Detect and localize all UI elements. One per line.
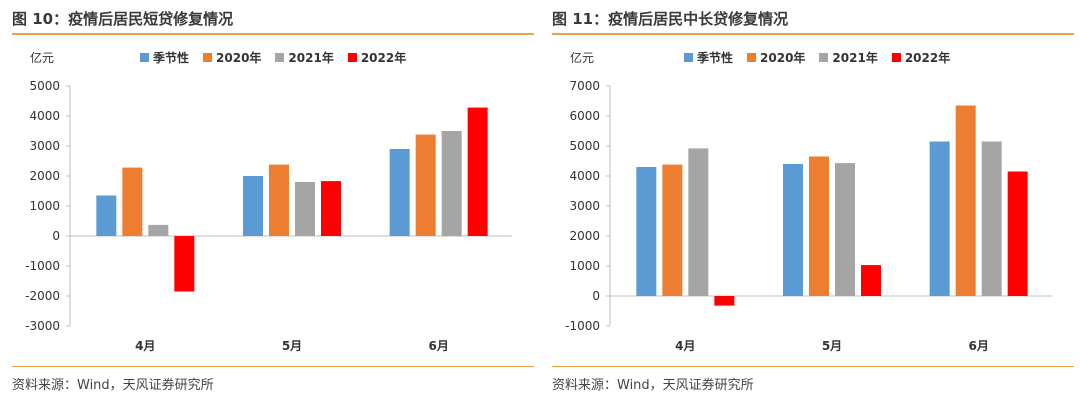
bar	[174, 236, 195, 292]
y-tick-label: -1000	[25, 259, 60, 273]
y-tick-label: 3000	[29, 139, 60, 153]
source-note: 资料来源：Wind，天风证券研究所	[552, 378, 754, 393]
legend-swatch	[140, 53, 149, 62]
legend-swatch	[747, 53, 757, 62]
figure-title: 图 10：疫情后居民短贷修复情况	[12, 10, 234, 28]
y-tick-label: 4000	[29, 109, 60, 123]
legend-swatch	[203, 53, 213, 62]
bar-chart-short-loans: -3000 -2000 -1000 0 1000 2000 3000 4000 5000 4月 5月…	[25, 79, 512, 353]
bar-chart-long-loans: -1000 0 1000 2000 3000 4000 5000 6000 7000 4月 5月 6月	[565, 79, 1052, 353]
bar	[929, 141, 950, 296]
legend-item-2022: 2022年	[347, 49, 407, 66]
y-axis-unit: 亿元	[570, 51, 595, 65]
bar	[467, 107, 488, 236]
legend-item-seasonal: 季节性	[684, 49, 733, 66]
bar	[389, 149, 410, 236]
x-category-label: 4月	[135, 339, 155, 353]
bar	[835, 163, 855, 296]
y-tick-label: -1000	[565, 319, 600, 333]
bar	[861, 265, 881, 296]
x-category-label: 5月	[282, 339, 302, 353]
chart-legend: 季节性 2020年 2021年 2022年	[140, 49, 406, 66]
source-divider	[552, 366, 1074, 367]
y-tick-label: 7000	[569, 79, 600, 93]
bar	[981, 141, 1002, 296]
figure-panel-short-loans: 图 10：疫情后居民短贷修复情况 亿元 季节性 2020年 2021年 2022…	[12, 0, 534, 403]
bar	[243, 176, 263, 236]
y-tick-label: 0	[52, 229, 60, 243]
legend-swatch	[684, 53, 693, 62]
bar	[662, 164, 683, 296]
y-tick-label: -3000	[25, 319, 60, 333]
source-note: 资料来源：Wind，天风证券研究所	[12, 378, 214, 393]
bar	[415, 134, 436, 236]
title-divider	[552, 33, 1074, 35]
bar	[321, 181, 341, 236]
bar	[96, 195, 117, 236]
y-tick-label: 6000	[569, 109, 600, 123]
y-tick-label: 3000	[569, 199, 600, 213]
bar	[441, 131, 462, 236]
chart-legend: 季节性 2020年 2021年 2022年	[684, 49, 950, 66]
legend-label: 2021年	[288, 51, 334, 65]
legend-label: 2022年	[360, 51, 407, 65]
bar	[1007, 171, 1028, 296]
legend-label: 季节性	[153, 51, 190, 65]
bar	[809, 156, 829, 296]
x-category-label: 6月	[428, 339, 448, 353]
source-divider	[12, 366, 534, 367]
y-tick-label: 0	[592, 289, 600, 303]
title-divider	[12, 33, 534, 35]
legend-label: 季节性	[697, 51, 734, 65]
y-axis-unit: 亿元	[30, 51, 55, 65]
x-category-label: 5月	[822, 339, 842, 353]
bar	[688, 148, 709, 296]
bar	[714, 296, 735, 306]
x-category-label: 4月	[675, 339, 695, 353]
y-tick-label: 1000	[29, 199, 60, 213]
bar	[783, 164, 803, 296]
bar	[955, 105, 976, 296]
figure-title: 图 11：疫情后居民中长贷修复情况	[552, 10, 789, 28]
figure-panel-long-loans: 图 11：疫情后居民中长贷修复情况 亿元 季节性 2020年 2021年 202…	[552, 0, 1074, 403]
bar	[636, 167, 657, 296]
bar	[148, 224, 169, 236]
y-tick-label: 5000	[29, 79, 60, 93]
bar	[295, 182, 315, 236]
y-tick-label: 2000	[29, 169, 60, 183]
legend-item-2022: 2022年	[891, 49, 951, 66]
legend-swatch	[891, 53, 901, 62]
bar	[122, 167, 143, 236]
legend-swatch	[275, 53, 285, 62]
legend-item-2020: 2020年	[747, 49, 805, 66]
legend-item-2021: 2021年	[819, 49, 878, 66]
y-tick-label: 2000	[569, 229, 600, 243]
legend-item-seasonal: 季节性	[140, 49, 189, 66]
x-category-label: 6月	[968, 339, 988, 353]
legend-swatch	[819, 53, 829, 62]
y-tick-label: 5000	[569, 139, 600, 153]
legend-item-2021: 2021年	[275, 49, 334, 66]
legend-item-2020: 2020年	[203, 49, 261, 66]
y-tick-label: 1000	[569, 259, 600, 273]
legend-label: 2022年	[904, 51, 951, 65]
legend-label: 2020年	[216, 51, 262, 65]
legend-label: 2021年	[832, 51, 878, 65]
legend-label: 2020年	[760, 51, 806, 65]
legend-swatch	[347, 53, 357, 62]
y-tick-label: 4000	[569, 169, 600, 183]
y-tick-label: -2000	[25, 289, 60, 303]
bar	[269, 164, 289, 236]
